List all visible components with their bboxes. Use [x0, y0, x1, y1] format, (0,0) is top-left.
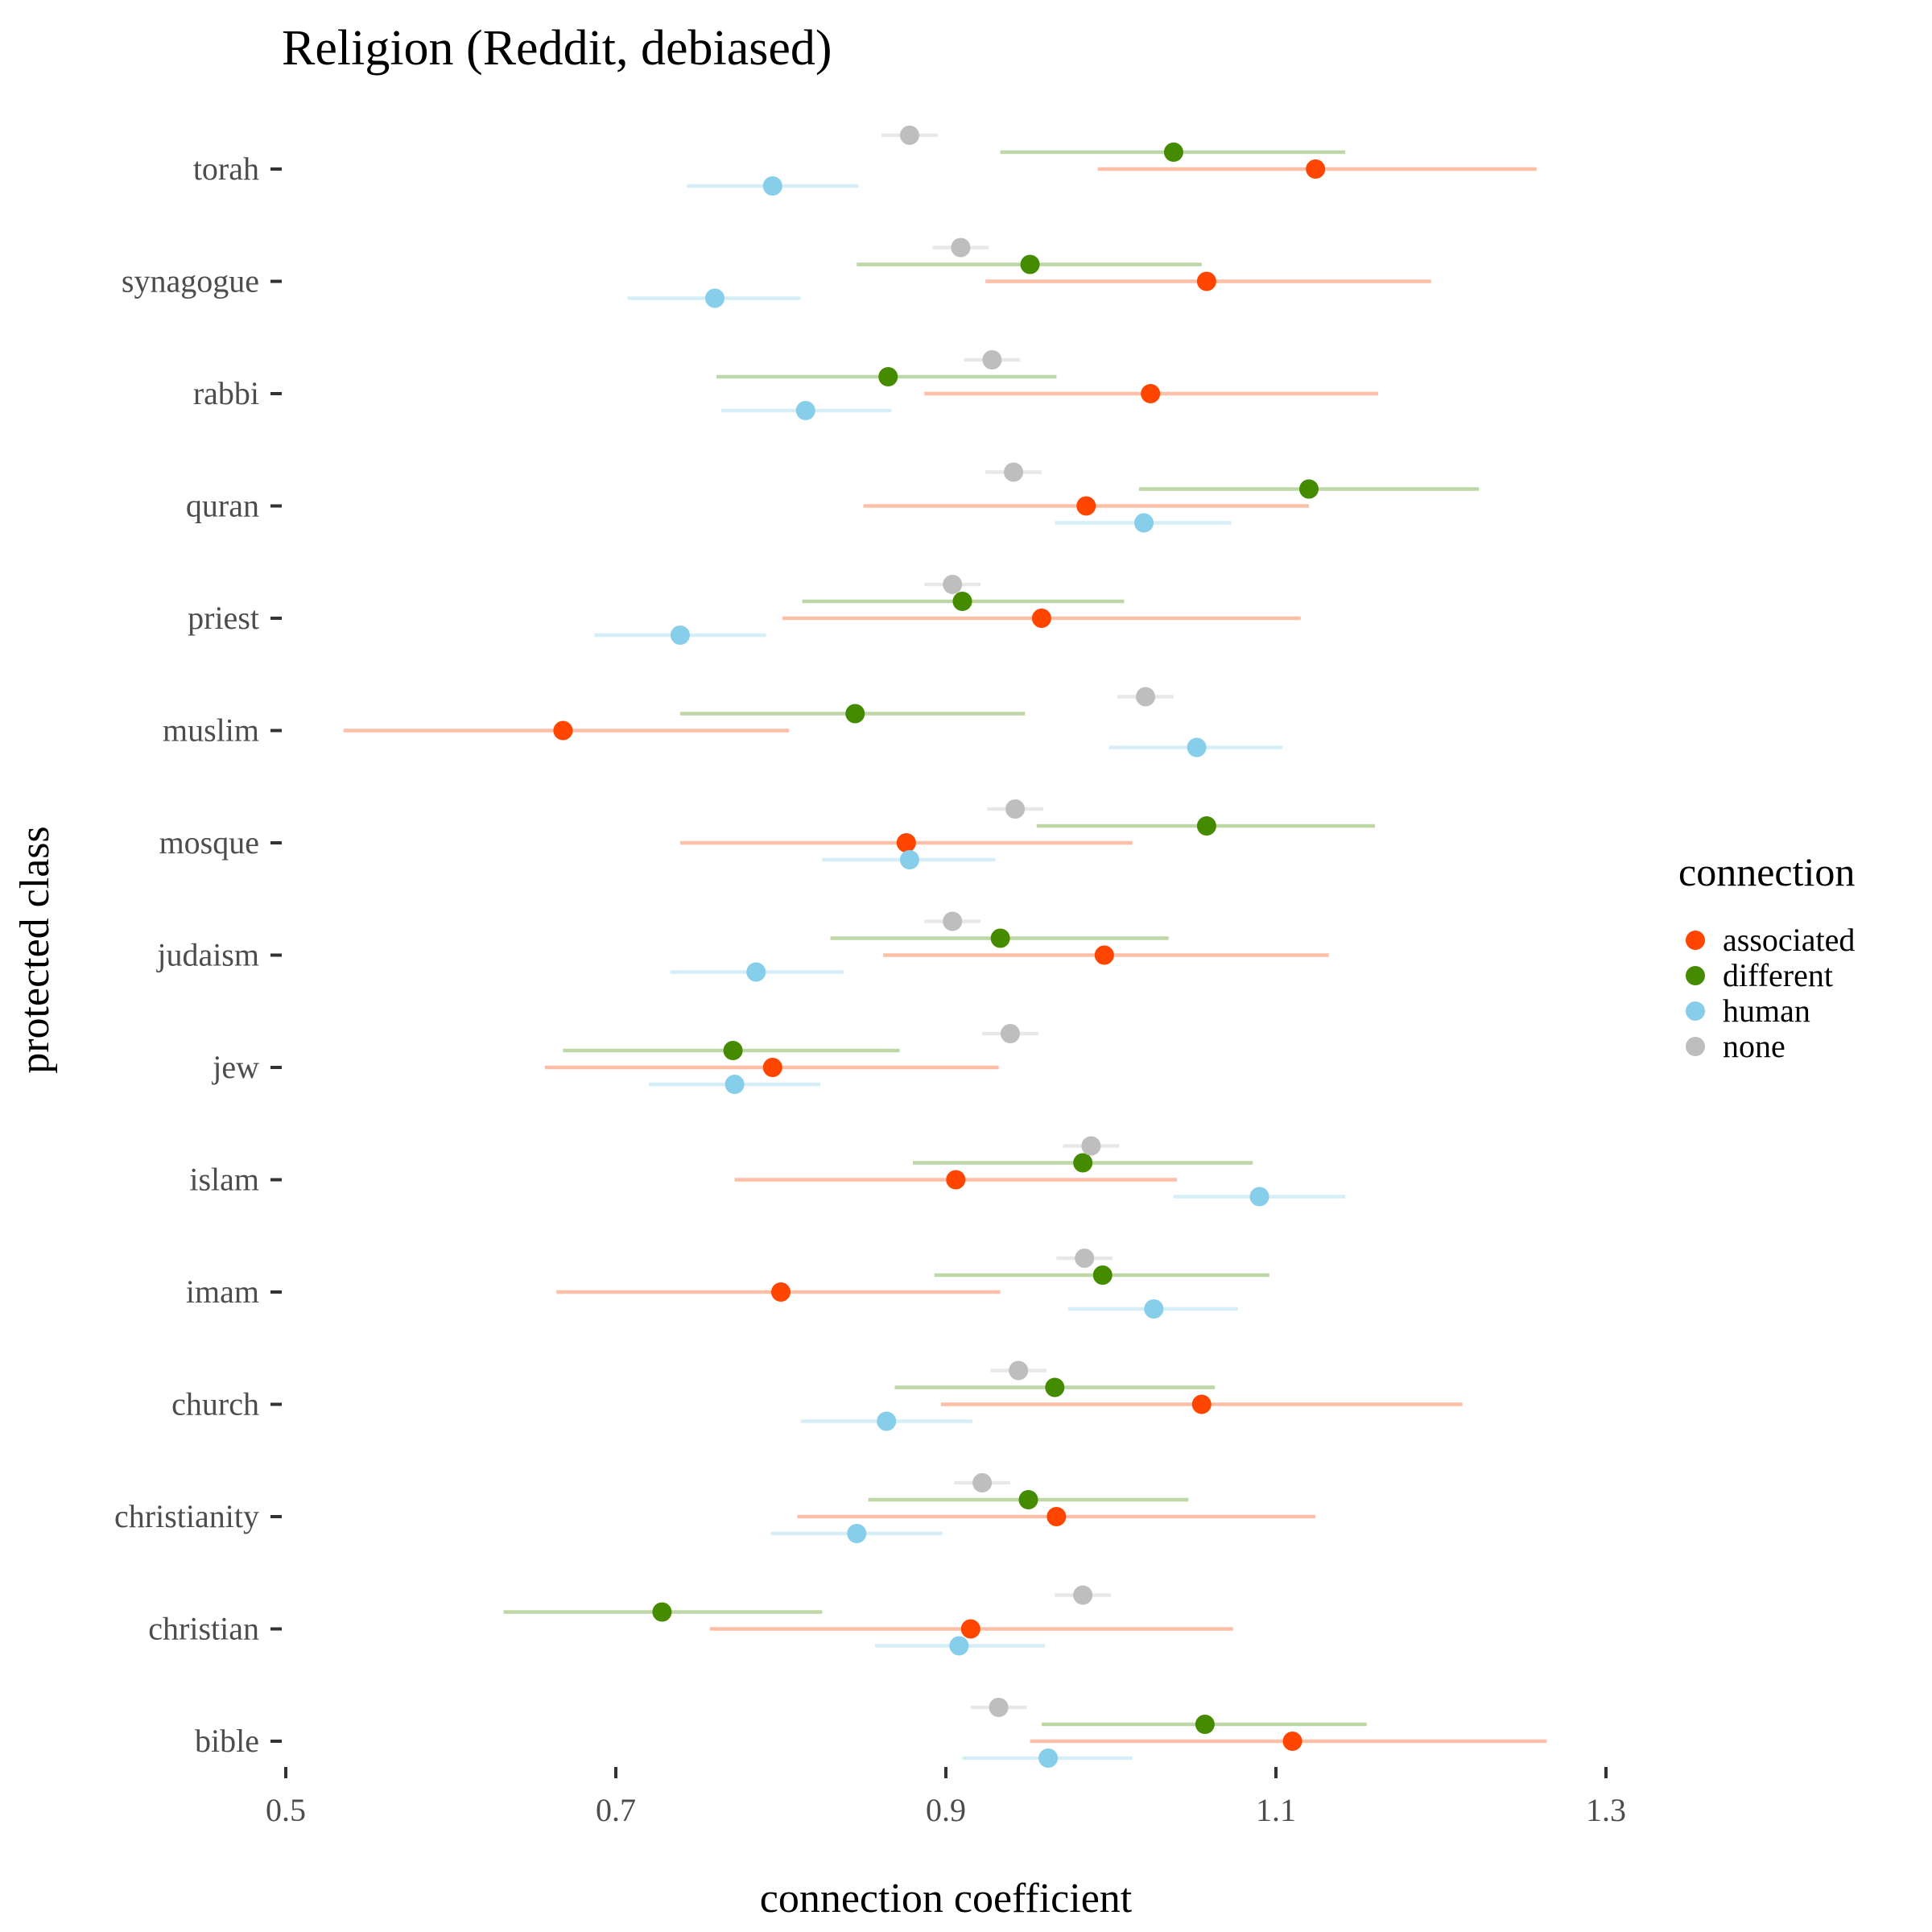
legend-key-associated [1686, 931, 1705, 950]
point-human-islam [1249, 1187, 1269, 1207]
point-different-synagogue [1020, 254, 1040, 275]
point-different-judaism [990, 928, 1010, 948]
point-different-church [1045, 1377, 1065, 1397]
legend-label-different: different [1723, 957, 1833, 993]
point-associated-islam [946, 1170, 966, 1190]
y-tick-label: bible [195, 1723, 259, 1759]
chart-title: Religion (Reddit, debiased) [282, 21, 832, 76]
point-none-islam [1081, 1136, 1101, 1156]
point-human-synagogue [705, 288, 724, 308]
point-associated-judaism [1094, 945, 1114, 965]
point-different-christianity [1018, 1490, 1038, 1509]
point-none-imam [1075, 1249, 1095, 1268]
point-none-rabbi [982, 350, 1002, 369]
point-none-muslim [1136, 687, 1156, 707]
point-human-christian [949, 1636, 969, 1656]
point-none-christianity [972, 1473, 993, 1492]
point-none-synagogue [951, 237, 971, 258]
point-human-torah [762, 176, 782, 196]
point-human-bible [1038, 1748, 1059, 1768]
y-tick-label: islam [189, 1162, 259, 1198]
point-human-judaism [746, 962, 766, 982]
point-none-judaism [943, 911, 963, 931]
x-axis-title: connection coefficient [760, 1876, 1133, 1922]
legend-label-none: none [1723, 1028, 1785, 1064]
point-different-quran [1299, 479, 1319, 499]
x-tick-label: 0.9 [926, 1792, 966, 1828]
point-human-rabbi [795, 401, 815, 420]
point-associated-church [1191, 1394, 1212, 1414]
legend-title: connection [1678, 849, 1855, 894]
point-none-mosque [1005, 799, 1026, 819]
point-none-church [1009, 1360, 1029, 1381]
y-tick-label: priest [188, 600, 259, 636]
point-associated-bible [1282, 1732, 1302, 1751]
point-none-jew [1000, 1024, 1020, 1043]
x-tick-label: 0.7 [596, 1792, 636, 1828]
point-associated-rabbi [1141, 384, 1161, 403]
point-associated-imam [771, 1282, 791, 1302]
y-axis-title: protected class [12, 826, 58, 1074]
x-tick-label: 1.3 [1586, 1792, 1626, 1828]
y-tick-label: synagogue [122, 263, 259, 299]
x-tick-label: 0.5 [266, 1792, 306, 1828]
point-human-imam [1144, 1299, 1164, 1319]
legend-key-human [1686, 1001, 1705, 1021]
point-associated-quran [1076, 496, 1096, 516]
point-none-quran [1004, 462, 1024, 482]
y-tick-label: quran [186, 488, 259, 524]
point-human-priest [670, 625, 690, 645]
point-associated-priest [1031, 609, 1051, 628]
y-tick-label: mosque [159, 824, 259, 861]
point-associated-christianity [1046, 1507, 1067, 1526]
point-different-imam [1092, 1265, 1113, 1285]
point-human-jew [724, 1075, 745, 1094]
legend-label-associated: associated [1723, 922, 1855, 958]
plot-area [343, 126, 1547, 1768]
point-associated-muslim [553, 720, 573, 741]
point-human-church [877, 1411, 897, 1431]
y-tick-label: christianity [114, 1498, 259, 1534]
legend-key-none [1686, 1037, 1705, 1056]
y-tick-label: christian [148, 1611, 259, 1647]
point-different-islam [1073, 1153, 1093, 1173]
point-associated-jew [762, 1058, 782, 1077]
x-tick-label: 1.1 [1256, 1792, 1296, 1828]
point-none-torah [899, 126, 919, 145]
point-different-bible [1195, 1715, 1215, 1734]
point-human-quran [1134, 513, 1154, 533]
point-associated-synagogue [1196, 271, 1216, 291]
point-none-bible [989, 1698, 1009, 1717]
point-human-muslim [1187, 737, 1207, 758]
y-tick-label: muslim [163, 712, 259, 749]
point-different-jew [723, 1041, 743, 1060]
point-different-muslim [845, 704, 865, 724]
point-different-mosque [1196, 816, 1216, 836]
point-different-priest [952, 592, 972, 611]
y-tick-label: jew [211, 1049, 259, 1085]
y-tick-label: rabbi [193, 375, 259, 411]
point-associated-christian [960, 1619, 980, 1639]
legend-label-human: human [1723, 993, 1810, 1029]
point-different-christian [652, 1602, 672, 1622]
y-tick-label: judaism [155, 937, 259, 973]
point-none-priest [943, 575, 963, 594]
point-different-torah [1163, 142, 1183, 162]
point-human-mosque [899, 850, 919, 869]
x-axis: 0.5 0.7 0.9 1.1 1.3 [266, 1767, 1626, 1828]
point-different-rabbi [878, 367, 898, 386]
point-associated-torah [1306, 159, 1326, 179]
legend-key-different [1686, 966, 1705, 985]
point-human-christianity [847, 1524, 867, 1543]
y-tick-label: church [171, 1386, 259, 1422]
point-associated-mosque [896, 833, 916, 852]
y-tick-label: imam [186, 1274, 259, 1310]
y-axis: torah synagogue rabbi quran priest muslim mosq… [114, 151, 282, 1759]
y-tick-label: torah [193, 151, 259, 187]
point-none-christian [1073, 1585, 1093, 1605]
